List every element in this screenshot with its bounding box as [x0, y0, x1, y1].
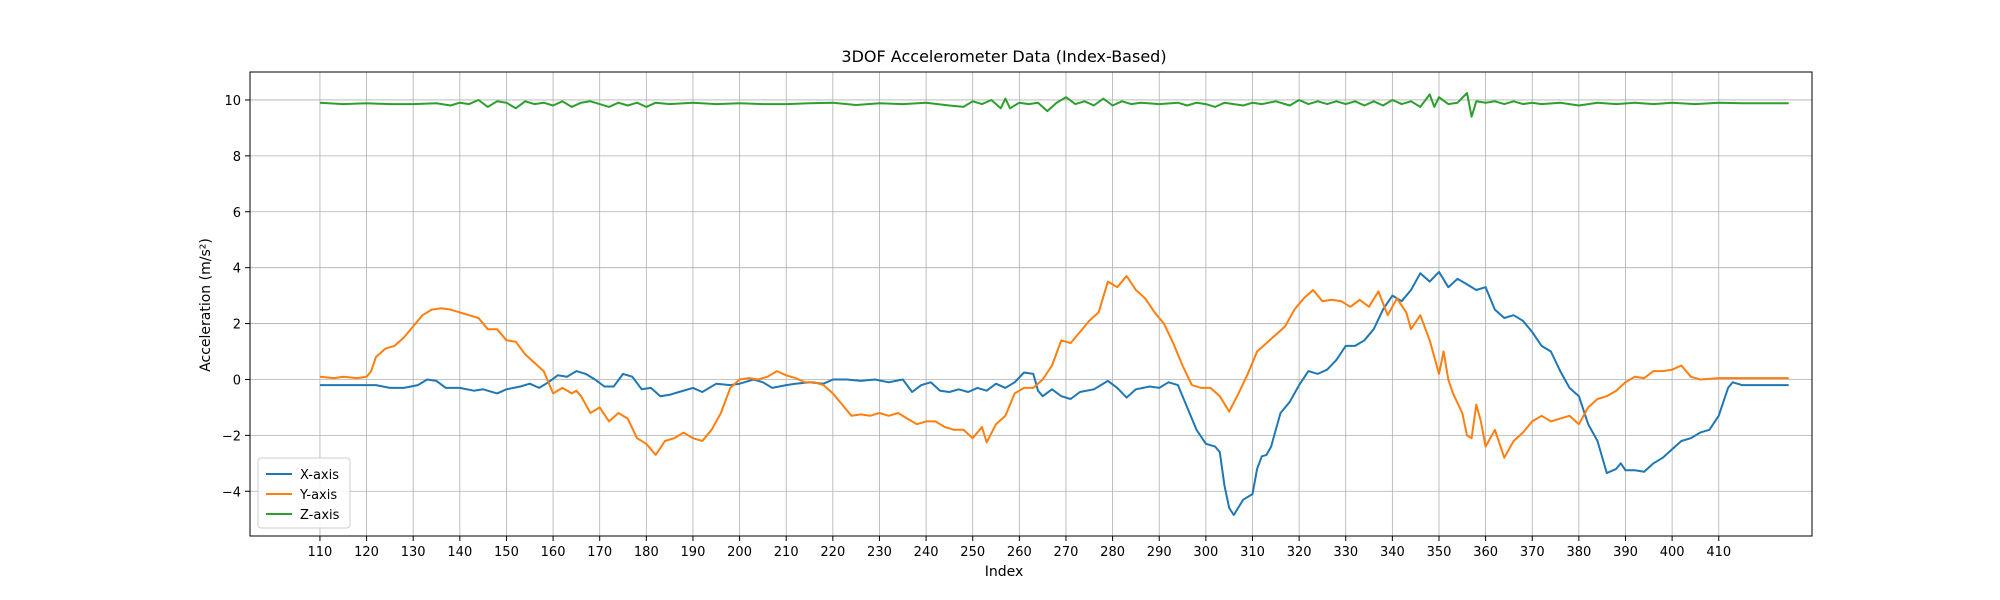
y-tick-label: 4: [233, 262, 241, 277]
y-axis-label: Acceleration (m/s²): [198, 238, 214, 372]
x-tick-label: 320: [1287, 545, 1312, 560]
series-lines: [319, 92, 1789, 516]
x-tick-label: 370: [1520, 545, 1545, 560]
y-tick-label: 8: [233, 150, 241, 165]
series-line-z-axis: [319, 92, 1789, 118]
x-tick-label: 390: [1613, 545, 1638, 560]
x-axis-label: Index: [985, 564, 1024, 580]
x-tick-label: 190: [681, 545, 706, 560]
x-tick-label: 160: [541, 545, 566, 560]
series-line-x-axis: [319, 270, 1789, 516]
x-tick-label: 230: [867, 545, 892, 560]
legend-label: Y-axis: [299, 488, 337, 503]
legend-label: X-axis: [300, 468, 339, 483]
legend-label: Z-axis: [300, 508, 340, 523]
x-tick-label: 410: [1706, 545, 1731, 560]
x-tick-label: 340: [1380, 545, 1405, 560]
x-tick-label: 250: [960, 545, 985, 560]
y-tick-label: 2: [233, 318, 241, 333]
x-tick-label: 130: [401, 545, 426, 560]
y-tick-label: 0: [233, 373, 241, 388]
x-tick-label: 110: [308, 545, 333, 560]
y-tick-label: 6: [233, 206, 241, 221]
x-tick-label: 150: [494, 545, 519, 560]
x-tick-label: 170: [587, 545, 612, 560]
x-tick-label: 270: [1054, 545, 1079, 560]
x-tick-label: 200: [727, 545, 752, 560]
x-tick-label: 260: [1007, 545, 1032, 560]
y-tick-label: −2: [222, 429, 241, 444]
grid-lines: [250, 72, 1812, 536]
x-tick-label: 280: [1100, 545, 1125, 560]
x-tick-label: 380: [1566, 545, 1591, 560]
legend-box: [257, 457, 351, 529]
x-tick-label: 220: [820, 545, 845, 560]
x-tick-label: 180: [634, 545, 659, 560]
legend: X-axis Y-axis Z-axis: [257, 457, 351, 529]
series-line-y-axis: [319, 275, 1789, 459]
x-tick-label: 310: [1240, 545, 1265, 560]
x-tick-label: 120: [354, 545, 379, 560]
x-tick-label: 140: [447, 545, 472, 560]
x-tick-label: 290: [1147, 545, 1172, 560]
x-tick-label: 210: [774, 545, 799, 560]
x-tick-label: 360: [1473, 545, 1498, 560]
y-tick-label: −4: [222, 485, 241, 500]
chart-title: 3DOF Accelerometer Data (Index-Based): [841, 47, 1166, 66]
x-tick-label: 350: [1427, 545, 1452, 560]
axis-ticks: 110 120 130 140 150 160 170 180 190 200 210 220 230 2…: [222, 94, 1731, 560]
y-tick-label: 10: [224, 94, 241, 109]
plot-frame: [249, 71, 1813, 537]
x-tick-label: 400: [1660, 545, 1685, 560]
x-tick-label: 330: [1333, 545, 1358, 560]
x-tick-label: 240: [914, 545, 939, 560]
x-tick-label: 300: [1193, 545, 1218, 560]
